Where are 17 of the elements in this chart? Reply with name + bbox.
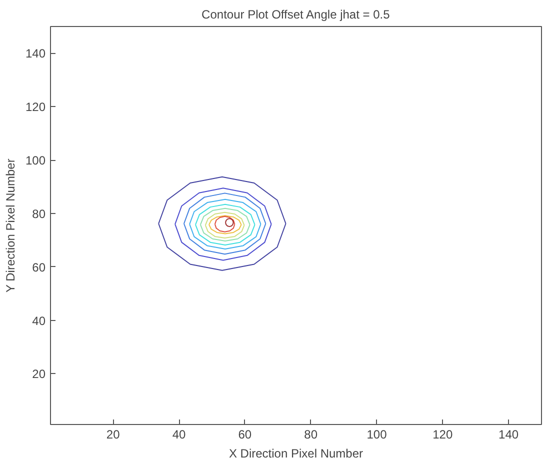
x-tick-label: 140 xyxy=(498,428,519,442)
y-axis-title: Y Direction Pixel Number xyxy=(3,158,18,293)
chart-title: Contour Plot Offset Angle jhat = 0.5 xyxy=(202,8,390,22)
x-axis-title: X Direction Pixel Number xyxy=(228,446,364,460)
x-tick-label: 20 xyxy=(106,428,120,442)
y-tick-label: 80 xyxy=(32,206,46,221)
y-tick-label: 20 xyxy=(32,367,46,382)
y-tick-label: 60 xyxy=(32,260,46,274)
y-tick-label: 140 xyxy=(25,46,46,61)
x-tick-label: 100 xyxy=(366,428,388,442)
y-tick-label: 100 xyxy=(25,154,46,168)
x-tick-label: 120 xyxy=(432,428,453,442)
x-tick-label: 80 xyxy=(304,428,318,442)
x-tick-label: 40 xyxy=(172,428,186,442)
x-tick-label: 60 xyxy=(238,428,252,442)
y-tick-label: 40 xyxy=(32,314,46,328)
y-tick-label: 120 xyxy=(25,100,46,114)
